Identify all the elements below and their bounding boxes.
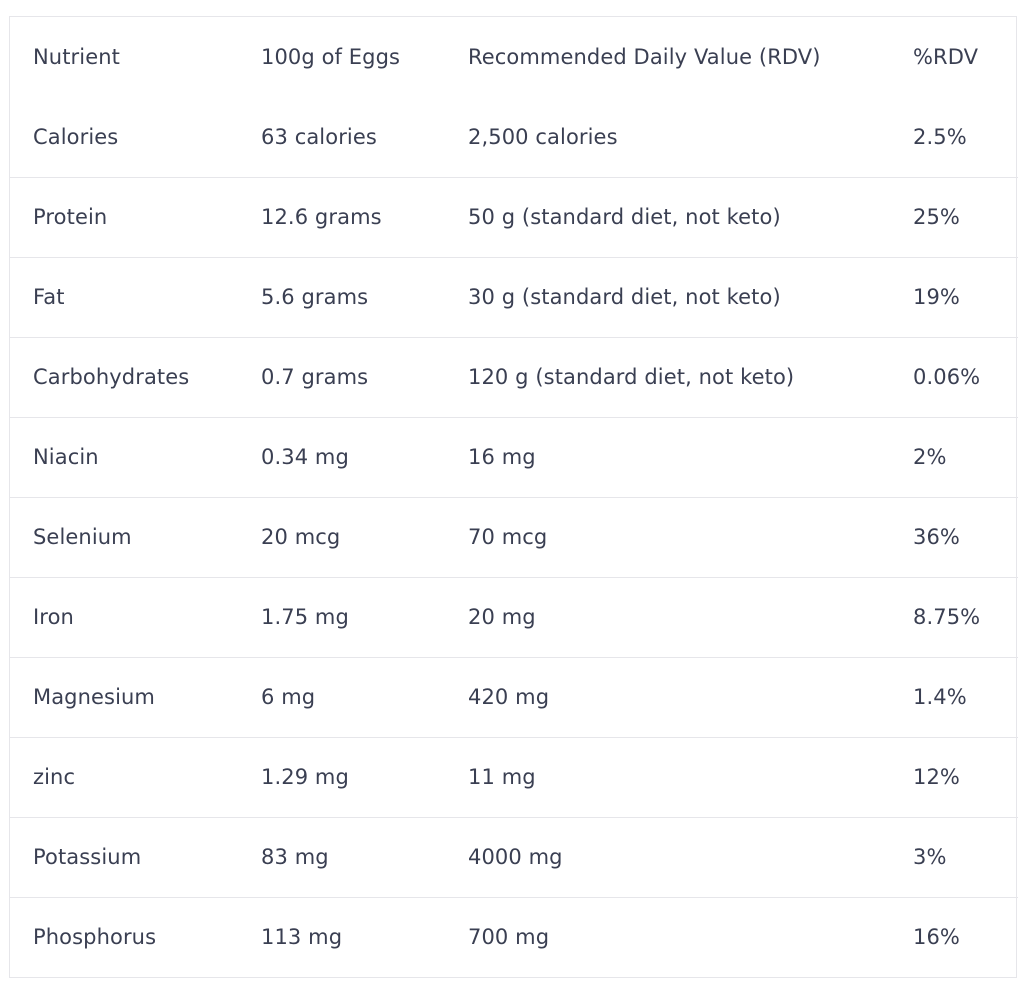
cell-amount: 113 mg xyxy=(261,925,343,950)
table-row: Phosphorus 113 mg 700 mg 16% xyxy=(10,897,1018,977)
cell-amount: 0.7 grams xyxy=(261,365,369,389)
cell-amount: 6 mg xyxy=(261,685,316,709)
cell-rdv: 50 g (standard diet, not keto) xyxy=(468,205,781,229)
header-percent-rdv: %RDV xyxy=(913,45,979,69)
cell-amount: 5.6 grams xyxy=(261,285,369,309)
header-nutrient: Nutrient xyxy=(33,45,120,69)
table-row: Calories 63 calories 2,500 calories 2.5% xyxy=(10,97,1018,177)
cell-percent-rdv: 25% xyxy=(913,205,960,229)
nutrition-table: Nutrient 100g of Eggs Recommended Daily … xyxy=(10,17,1018,977)
cell-percent-rdv: 16% xyxy=(913,925,960,950)
cell-rdv: 2,500 calories xyxy=(468,124,618,149)
cell-percent-rdv: 12% xyxy=(913,765,960,789)
header-rdv: Recommended Daily Value (RDV) xyxy=(468,45,821,69)
cell-nutrient: Magnesium xyxy=(33,685,155,709)
cell-percent-rdv: 8.75% xyxy=(913,605,981,629)
cell-amount: 83 mg xyxy=(261,845,329,869)
cell-amount: 20 mcg xyxy=(261,525,341,549)
cell-amount: 63 calories xyxy=(261,124,377,149)
cell-nutrient: Fat xyxy=(33,285,65,309)
cell-rdv: 120 g (standard diet, not keto) xyxy=(468,365,795,389)
table-row: Carbohydrates 0.7 grams 120 g (standard … xyxy=(10,337,1018,417)
cell-amount: 1.75 mg xyxy=(261,605,349,629)
cell-nutrient: Protein xyxy=(33,205,108,229)
cell-percent-rdv: 19% xyxy=(913,285,960,309)
table-row: Protein 12.6 grams 50 g (standard diet, … xyxy=(10,177,1018,257)
table-row: zinc 1.29 mg 11 mg 12% xyxy=(10,737,1018,817)
table-row: Iron 1.75 mg 20 mg 8.75% xyxy=(10,577,1018,657)
cell-rdv: 4000 mg xyxy=(468,845,563,869)
cell-nutrient: Selenium xyxy=(33,525,132,549)
table-row: Fat 5.6 grams 30 g (standard diet, not k… xyxy=(10,257,1018,337)
cell-amount: 1.29 mg xyxy=(261,765,349,789)
cell-rdv: 20 mg xyxy=(468,605,536,629)
cell-nutrient: Niacin xyxy=(33,445,99,469)
nutrition-table-container: Nutrient 100g of Eggs Recommended Daily … xyxy=(9,16,1018,978)
cell-rdv: 11 mg xyxy=(468,765,536,789)
cell-nutrient: Carbohydrates xyxy=(33,365,190,389)
table-header-row: Nutrient 100g of Eggs Recommended Daily … xyxy=(10,17,1018,97)
table-row: Potassium 83 mg 4000 mg 3% xyxy=(10,817,1018,897)
cell-amount: 12.6 grams xyxy=(261,205,382,229)
cell-nutrient: zinc xyxy=(33,765,76,789)
cell-nutrient: Iron xyxy=(33,605,74,629)
cell-percent-rdv: 2.5% xyxy=(913,124,967,149)
table-row: Selenium 20 mcg 70 mcg 36% xyxy=(10,497,1018,577)
cell-rdv: 700 mg xyxy=(468,925,550,950)
cell-nutrient: Potassium xyxy=(33,845,142,869)
cell-amount: 0.34 mg xyxy=(261,445,349,469)
cell-rdv: 420 mg xyxy=(468,685,550,709)
cell-rdv: 70 mcg xyxy=(468,525,548,549)
cell-percent-rdv: 0.06% xyxy=(913,365,981,389)
table-row: Niacin 0.34 mg 16 mg 2% xyxy=(10,417,1018,497)
cell-percent-rdv: 36% xyxy=(913,525,960,549)
cell-percent-rdv: 3% xyxy=(913,845,947,869)
cell-nutrient: Phosphorus xyxy=(33,925,157,950)
cell-rdv: 30 g (standard diet, not keto) xyxy=(468,285,781,309)
cell-nutrient: Calories xyxy=(33,124,119,149)
cell-rdv: 16 mg xyxy=(468,445,536,469)
header-amount: 100g of Eggs xyxy=(261,45,401,69)
table-row: Magnesium 6 mg 420 mg 1.4% xyxy=(10,657,1018,737)
cell-percent-rdv: 2% xyxy=(913,445,947,469)
cell-percent-rdv: 1.4% xyxy=(913,685,967,709)
